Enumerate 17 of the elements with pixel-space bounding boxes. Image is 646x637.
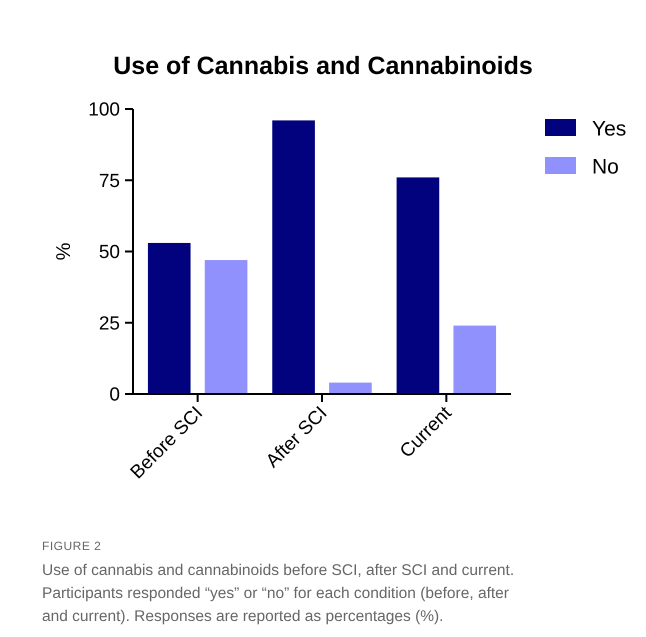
y-tick-label: 75 <box>98 170 120 192</box>
y-tick-label: 50 <box>98 242 120 264</box>
bar <box>204 260 248 394</box>
text: Use of cannabis and cannabinoids before SCI, after SCI and current. Participants responded “yes” or “no” for each condition (before, after and current). Responses are reported as percentages (%). <box>42 562 514 625</box>
y-axis-title: % <box>53 242 75 260</box>
legend-label: Yes <box>592 117 626 140</box>
bar <box>329 382 372 394</box>
legend-label: No <box>592 155 619 178</box>
y-tick-label: 25 <box>98 313 120 334</box>
y-tick-label: 100 <box>88 100 120 121</box>
y-tick-label: 0 <box>109 384 120 406</box>
bar <box>396 177 440 394</box>
bar <box>453 326 496 394</box>
bar <box>148 242 191 394</box>
bar <box>272 120 315 394</box>
chart-title: Use of Cannabis and Cannabinoids <box>113 52 533 80</box>
caption: FIGURE 2 <box>42 539 102 553</box>
